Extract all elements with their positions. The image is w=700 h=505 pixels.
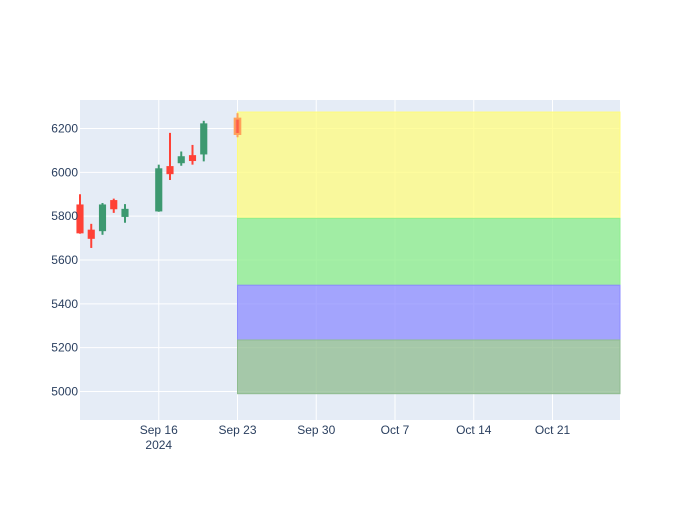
- x-tick-label: Oct 14: [456, 423, 492, 437]
- candle-body: [110, 200, 118, 210]
- candle: [188, 144, 197, 165]
- y-axis-ticks: 5000 5200 5400 5600 5800 6000 6200: [51, 121, 78, 398]
- candle-body: [188, 155, 197, 162]
- x-tick-label: Oct 21: [535, 423, 571, 437]
- candle: [121, 204, 129, 223]
- candle: [200, 120, 208, 162]
- candle-body: [233, 117, 242, 135]
- candle: [87, 223, 95, 248]
- candle: [177, 151, 185, 166]
- range-band: [237, 111, 621, 219]
- candle-body: [121, 208, 129, 217]
- candle-body: [87, 229, 95, 239]
- candles: [76, 113, 242, 248]
- y-tick-label: 5800: [51, 209, 78, 223]
- candle-body: [76, 204, 84, 234]
- candle: [155, 164, 163, 212]
- candle: [166, 132, 174, 180]
- y-tick-label: 5600: [51, 253, 78, 267]
- x-tick-label: Sep 30: [297, 423, 335, 437]
- x-tick-label: Sep 23: [218, 423, 256, 437]
- x-tick-label: Oct 7: [381, 423, 410, 437]
- candle-body: [155, 168, 163, 212]
- candle: [76, 194, 84, 234]
- y-tick-label: 5200: [51, 341, 78, 355]
- candle: [98, 203, 107, 235]
- x-tick-sublabel: 2024: [145, 438, 172, 452]
- y-tick-label: 5000: [51, 385, 78, 399]
- candle-body: [177, 156, 185, 164]
- range-band: [237, 284, 621, 341]
- candle: [233, 113, 242, 138]
- candle-body: [166, 166, 174, 175]
- candle: [110, 198, 118, 213]
- y-tick-label: 6200: [51, 121, 78, 135]
- range-band: [237, 339, 621, 395]
- candle-body: [200, 123, 208, 155]
- range-bands: [237, 111, 621, 395]
- range-band: [237, 217, 621, 286]
- y-tick-label: 5400: [51, 297, 78, 311]
- candle-body: [98, 204, 107, 232]
- x-tick-label: Sep 16: [140, 423, 178, 437]
- y-tick-label: 6000: [51, 165, 78, 179]
